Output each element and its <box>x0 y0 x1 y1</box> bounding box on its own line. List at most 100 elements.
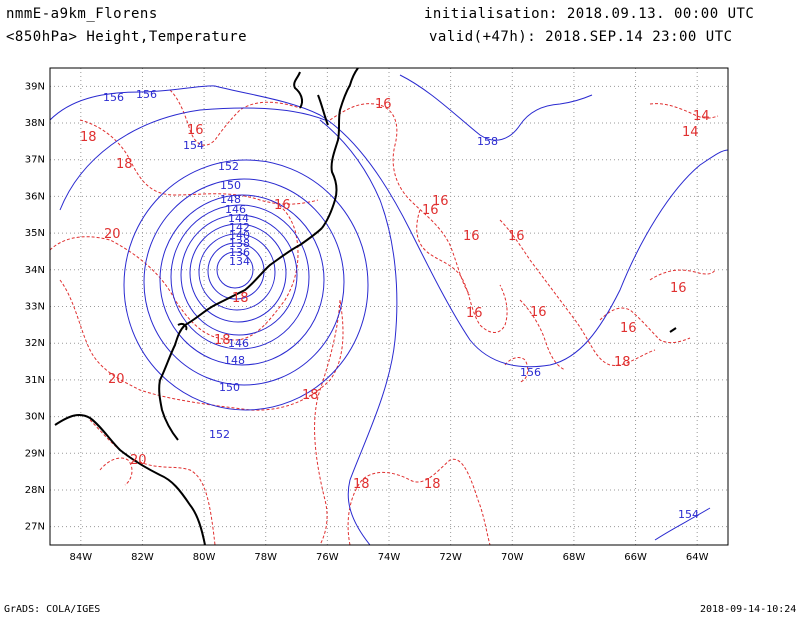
lon-tick-label: 84W <box>70 552 93 563</box>
height-contour <box>654 507 711 541</box>
height-label: 150 <box>219 381 240 394</box>
height-contour <box>399 74 593 141</box>
lon-tick-label: 78W <box>254 552 277 563</box>
lon-tick-label: 68W <box>563 552 586 563</box>
lat-tick-label: 36N <box>25 191 45 202</box>
height-label: 148 <box>220 193 241 206</box>
valid-time: valid(+47h): 2018.SEP.14 23:00 UTC <box>429 29 733 45</box>
lat-tick-label: 37N <box>25 155 45 166</box>
height-label: 134 <box>229 255 250 268</box>
temp-contour <box>329 103 471 296</box>
height-label: 144 <box>228 212 249 225</box>
temp-contour <box>50 199 299 341</box>
lon-tick-label: 80W <box>193 552 216 563</box>
height-labels: 156 156 158 154 152 150 148 146 144 142 … <box>103 88 699 521</box>
temp-label: 16 <box>620 321 637 336</box>
temp-contour <box>79 119 319 205</box>
height-contour <box>180 214 298 336</box>
temp-label: 18 <box>80 130 97 145</box>
height-label: 158 <box>477 135 498 148</box>
temp-label: 14 <box>682 125 699 140</box>
temp-contour <box>347 458 491 545</box>
temp-contour <box>169 89 301 146</box>
lat-tick-label: 32N <box>25 338 45 349</box>
temp-contour <box>99 457 133 486</box>
height-contour <box>319 119 398 545</box>
height-label: 156 <box>103 91 124 104</box>
lat-tick-label: 39N <box>25 81 45 92</box>
lat-tick-label: 27N <box>25 522 45 533</box>
footer-right: 2018-09-14-10:24 <box>700 604 797 615</box>
temp-label: 16 <box>530 305 547 320</box>
lon-tick-label: 74W <box>378 552 401 563</box>
coastline <box>54 68 677 545</box>
temp-label: 16 <box>463 229 480 244</box>
height-label: 152 <box>218 160 239 173</box>
latitude-ticks: 27N 28N 29N 30N 31N 32N 33N 34N 35N 36N 37N 38N 39N <box>25 81 45 532</box>
temp-label: 16 <box>187 123 204 138</box>
map-frame <box>49 67 729 546</box>
temp-label: 18 <box>214 333 231 348</box>
height-contour <box>50 85 728 368</box>
grid-lines <box>50 68 728 545</box>
height-label: 138 <box>229 237 250 250</box>
level-title: <850hPa> Height,Temperature <box>6 29 248 45</box>
lon-tick-label: 70W <box>501 552 524 563</box>
temp-label: 16 <box>422 203 439 218</box>
lat-tick-label: 29N <box>25 448 45 459</box>
height-contour <box>198 233 276 311</box>
temp-label: 16 <box>508 229 525 244</box>
height-contour <box>143 178 345 386</box>
lat-tick-label: 35N <box>25 228 45 239</box>
init-time: initialisation: 2018.09.13. 00:00 UTC <box>424 6 755 22</box>
temp-label: 20 <box>130 453 147 468</box>
height-label: 142 <box>229 221 250 234</box>
height-label: 148 <box>224 354 245 367</box>
height-label: 154 <box>183 139 204 152</box>
lat-tick-label: 33N <box>25 302 45 313</box>
temp-label: 16 <box>375 97 392 112</box>
height-contours <box>50 74 728 545</box>
temp-label: 20 <box>108 372 125 387</box>
height-contour <box>123 159 369 411</box>
height-label: 136 <box>229 246 250 259</box>
temp-contour <box>59 279 344 411</box>
temperature-contours <box>50 89 719 545</box>
temperature-labels: 16 16 18 18 16 20 18 16 16 16 18 16 16 1… <box>80 97 710 492</box>
temp-contour <box>519 299 566 371</box>
temp-contour <box>416 209 508 333</box>
height-contour <box>170 204 310 350</box>
lat-tick-label: 31N <box>25 375 45 386</box>
lon-tick-label: 66W <box>624 552 647 563</box>
temp-contour <box>649 103 719 119</box>
height-contour <box>216 251 254 289</box>
temp-contour <box>649 269 716 281</box>
model-title: nmmE-a9km_Florens <box>6 6 158 22</box>
height-label: 146 <box>228 337 249 350</box>
lat-tick-label: 30N <box>25 412 45 423</box>
temp-contour <box>314 299 341 545</box>
temp-contour <box>89 419 216 545</box>
lon-tick-label: 64W <box>686 552 709 563</box>
temp-contour <box>599 307 691 344</box>
height-contour <box>159 194 325 366</box>
lat-tick-label: 28N <box>25 485 45 496</box>
height-contour <box>189 223 287 323</box>
footer-left: GrADS: COLA/IGES <box>4 604 101 615</box>
height-label: 146 <box>225 203 246 216</box>
temp-label: 18 <box>302 388 319 403</box>
temp-label: 18 <box>116 157 133 172</box>
temp-label: 14 <box>693 109 710 124</box>
height-label: 152 <box>209 428 230 441</box>
height-contour <box>59 107 326 211</box>
lat-tick-label: 34N <box>25 265 45 276</box>
temp-label: 20 <box>104 227 121 242</box>
temp-label: 18 <box>424 477 441 492</box>
lat-tick-label: 38N <box>25 118 45 129</box>
height-label: 154 <box>678 508 699 521</box>
lon-tick-label: 72W <box>439 552 462 563</box>
lon-tick-label: 76W <box>316 552 339 563</box>
height-label: 150 <box>220 179 241 192</box>
temp-contour <box>504 357 529 383</box>
